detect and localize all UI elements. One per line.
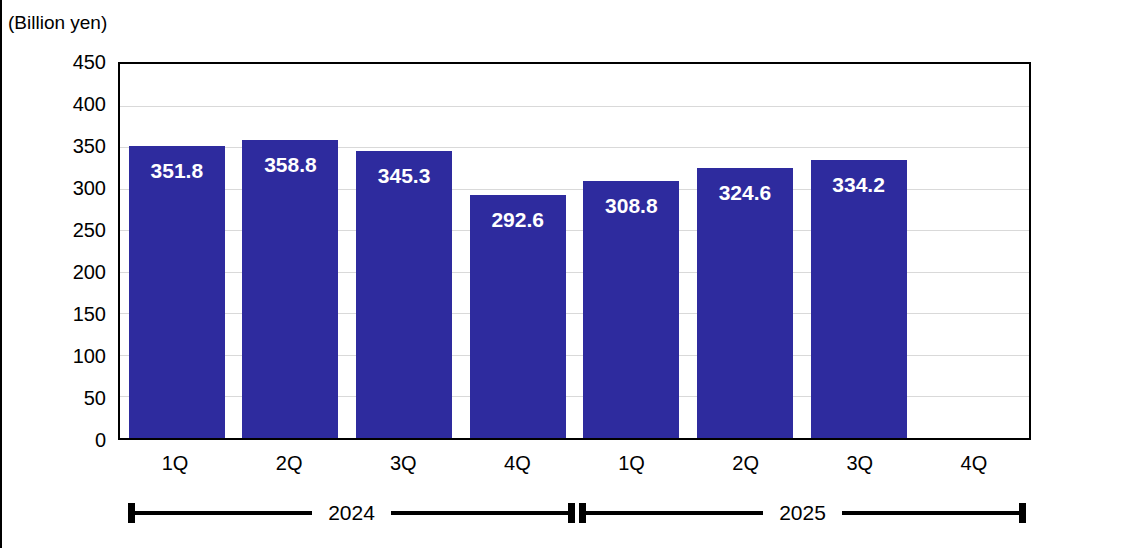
y-axis-tick-label: 300 [73, 177, 106, 200]
y-axis: 450400350300250200150100500 [0, 62, 106, 440]
x-axis-tick-label: 4Q [917, 452, 1031, 478]
x-axis-tick-label: 1Q [575, 452, 689, 478]
y-axis-tick-label: 200 [73, 261, 106, 284]
bar: 345.3 [356, 151, 452, 438]
x-axis: 1Q2Q3Q4Q1Q2Q3Q4Q [118, 452, 1031, 478]
bar: 334.2 [811, 160, 907, 438]
bar: 358.8 [242, 140, 338, 438]
x-axis-tick-label: 3Q [803, 452, 917, 478]
bar: 351.8 [129, 146, 225, 438]
x-axis-tick-label: 2Q [689, 452, 803, 478]
year-bracket-2025: 2025 [579, 503, 1026, 523]
bar-value-label: 358.8 [242, 140, 338, 177]
bracket-left-cap [128, 503, 135, 523]
bar-value-label: 308.8 [583, 181, 679, 218]
bar-value-label: 351.8 [129, 146, 225, 183]
y-axis-tick-label: 250 [73, 219, 106, 242]
x-axis-tick-label: 1Q [118, 452, 232, 478]
x-axis-tick-label: 4Q [460, 452, 574, 478]
bar-value-label: 292.6 [470, 195, 566, 232]
bar-slot: 324.6 [688, 64, 802, 438]
year-bracket-label-2025: 2025 [763, 503, 842, 523]
bracket-line [586, 511, 763, 515]
x-axis-tick-label: 3Q [346, 452, 460, 478]
bar-slot: 345.3 [347, 64, 461, 438]
bar-value-label: 334.2 [811, 160, 907, 197]
bracket-line [842, 511, 1019, 515]
bar-slot: 351.8 [120, 64, 234, 438]
bar-value-label: 345.3 [356, 151, 452, 188]
bars-layer: 351.8 358.8 345.3 292.6 308.8 324.6 334.2 [120, 64, 1029, 438]
y-axis-tick-label: 450 [73, 51, 106, 74]
bracket-right-cap [568, 503, 575, 523]
year-bracket-2024: 2024 [128, 503, 575, 523]
bar-slot: 308.8 [575, 64, 689, 438]
y-axis-tick-label: 150 [73, 303, 106, 326]
bar: 292.6 [470, 195, 566, 438]
bar-slot: 358.8 [234, 64, 348, 438]
y-axis-tick-label: 400 [73, 93, 106, 116]
y-axis-tick-label: 100 [73, 345, 106, 368]
year-bracket-label-2024: 2024 [312, 503, 391, 523]
bar-value-label: 324.6 [697, 168, 793, 205]
bracket-left-cap [579, 503, 586, 523]
bar-slot [915, 64, 1029, 438]
bracket-right-cap [1019, 503, 1026, 523]
y-axis-unit-label: (Billion yen) [8, 12, 107, 34]
plot-area: 351.8 358.8 345.3 292.6 308.8 324.6 334.2 [118, 62, 1031, 440]
bracket-line [391, 511, 568, 515]
chart-canvas: (Billion yen) 450 400 350 300 250 200 150 100 50… [0, 0, 1134, 559]
y-axis-tick-label: 0 [95, 429, 106, 452]
x-axis-tick-label: 2Q [232, 452, 346, 478]
y-axis-tick-label: 350 [73, 135, 106, 158]
bar: 324.6 [697, 168, 793, 438]
bar-slot: 334.2 [802, 64, 916, 438]
y-axis-tick-label: 50 [84, 387, 106, 410]
bar: 308.8 [583, 181, 679, 438]
bar-slot: 292.6 [461, 64, 575, 438]
bracket-line [135, 511, 312, 515]
